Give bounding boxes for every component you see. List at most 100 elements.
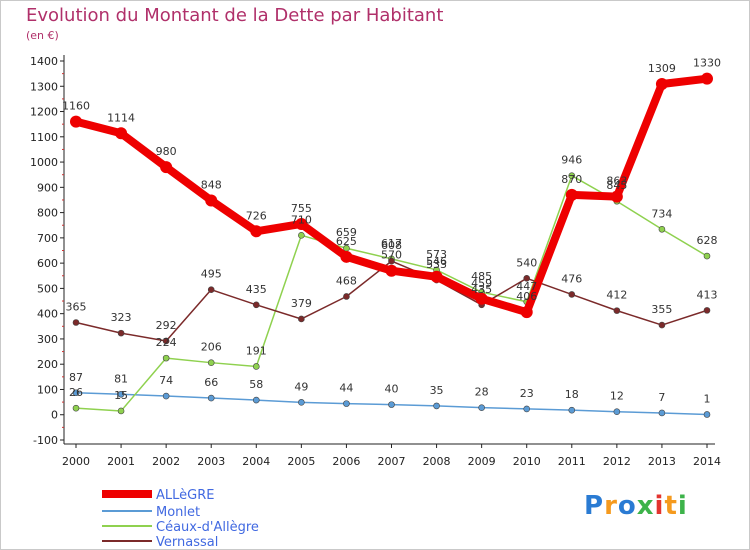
data-point bbox=[295, 217, 308, 230]
logo-letter: r bbox=[604, 491, 618, 521]
data-point bbox=[475, 292, 488, 305]
chart-title: Evolution du Montant de la Dette par Hab… bbox=[26, 5, 444, 26]
data-point bbox=[433, 402, 440, 410]
y-tick-label: -100 bbox=[33, 434, 58, 447]
x-tick-label: 2009 bbox=[468, 455, 496, 468]
data-label: 435 bbox=[246, 283, 267, 296]
y-tick-label: 700 bbox=[37, 232, 58, 245]
y-tick-label: 800 bbox=[37, 207, 58, 220]
data-label: 625 bbox=[336, 235, 357, 248]
data-label: 18 bbox=[565, 388, 579, 401]
x-tick-label: 2000 bbox=[62, 455, 90, 468]
data-label: 476 bbox=[561, 272, 582, 285]
data-label: 224 bbox=[156, 336, 177, 349]
data-point bbox=[343, 400, 350, 407]
x-tick-label: 2010 bbox=[513, 455, 541, 468]
data-label: 863 bbox=[606, 175, 627, 188]
data-label: 459 bbox=[471, 277, 492, 290]
y-tick-label: 600 bbox=[37, 257, 58, 270]
data-label: 726 bbox=[246, 209, 267, 222]
data-point bbox=[298, 232, 305, 239]
data-label: 49 bbox=[294, 380, 308, 393]
data-label: 87 bbox=[69, 371, 83, 384]
data-label: 573 bbox=[426, 248, 447, 261]
data-label: 734 bbox=[651, 207, 672, 220]
x-tick-label: 2008 bbox=[423, 455, 451, 468]
data-point bbox=[162, 337, 170, 345]
data-label: 848 bbox=[201, 178, 222, 191]
data-label: 365 bbox=[66, 301, 87, 314]
data-label: 533 bbox=[426, 258, 447, 271]
data-point bbox=[610, 190, 623, 203]
data-label: 1309 bbox=[648, 62, 676, 75]
data-label: 66 bbox=[204, 376, 218, 389]
y-tick-label: 300 bbox=[37, 333, 58, 346]
data-label: 1330 bbox=[693, 57, 721, 70]
data-label: 412 bbox=[606, 289, 627, 302]
data-label: 468 bbox=[336, 274, 357, 287]
data-point bbox=[298, 399, 305, 406]
data-label: 323 bbox=[111, 311, 132, 324]
data-label: 659 bbox=[336, 226, 357, 239]
x-tick-label: 2012 bbox=[603, 455, 631, 468]
data-point bbox=[343, 293, 350, 300]
y-tick-label: 400 bbox=[37, 308, 58, 321]
data-label: 485 bbox=[471, 270, 492, 283]
data-point bbox=[613, 408, 621, 416]
y-tick-label: 500 bbox=[37, 282, 58, 295]
data-label: 40 bbox=[385, 383, 399, 396]
data-label: 58 bbox=[249, 378, 263, 391]
data-point bbox=[655, 77, 668, 90]
data-point bbox=[72, 404, 80, 412]
data-point bbox=[207, 286, 215, 293]
logo-letter: x bbox=[636, 491, 655, 521]
data-point bbox=[568, 406, 576, 414]
data-point bbox=[162, 354, 170, 362]
data-label: 495 bbox=[201, 268, 222, 281]
data-point bbox=[565, 188, 578, 201]
y-tick-label: 1100 bbox=[30, 131, 58, 144]
data-point bbox=[205, 194, 218, 207]
data-label: 292 bbox=[156, 319, 177, 332]
data-label: 755 bbox=[291, 202, 312, 215]
data-point bbox=[568, 291, 576, 298]
data-point bbox=[252, 396, 260, 404]
data-label: 617 bbox=[381, 237, 402, 250]
data-label: 447 bbox=[516, 280, 537, 293]
data-label: 710 bbox=[291, 213, 312, 226]
data-label: 1160 bbox=[62, 100, 90, 113]
data-label: 845 bbox=[606, 179, 627, 192]
data-label: 74 bbox=[159, 374, 173, 387]
data-point bbox=[117, 390, 125, 398]
data-label: 23 bbox=[520, 387, 534, 400]
data-label: 44 bbox=[339, 382, 353, 395]
data-point bbox=[340, 250, 353, 263]
logo-letter: o bbox=[617, 491, 637, 521]
data-label: 628 bbox=[697, 234, 718, 247]
data-point bbox=[252, 363, 260, 370]
x-tick-label: 2005 bbox=[287, 455, 315, 468]
data-label: 26 bbox=[69, 386, 83, 399]
unit-label: (en €) bbox=[26, 29, 59, 42]
x-tick-label: 2004 bbox=[242, 455, 270, 468]
data-label: 1 bbox=[704, 392, 711, 405]
data-point bbox=[72, 389, 80, 397]
x-tick-label: 2003 bbox=[197, 455, 225, 468]
data-label: 570 bbox=[381, 249, 402, 262]
data-point bbox=[520, 306, 533, 319]
legend-label: ALLèGRE bbox=[156, 488, 214, 503]
legend-label: Monlet bbox=[156, 505, 200, 520]
data-label: 355 bbox=[651, 303, 672, 316]
data-label: 540 bbox=[516, 256, 537, 269]
logo-letter: t bbox=[664, 491, 678, 521]
x-tick-label: 2006 bbox=[332, 455, 360, 468]
data-point bbox=[250, 225, 263, 238]
data-label: 980 bbox=[156, 145, 177, 158]
data-label: 15 bbox=[114, 389, 128, 402]
data-point bbox=[701, 72, 713, 85]
data-point bbox=[207, 394, 215, 402]
data-label: 413 bbox=[697, 288, 718, 301]
data-point bbox=[162, 392, 170, 400]
